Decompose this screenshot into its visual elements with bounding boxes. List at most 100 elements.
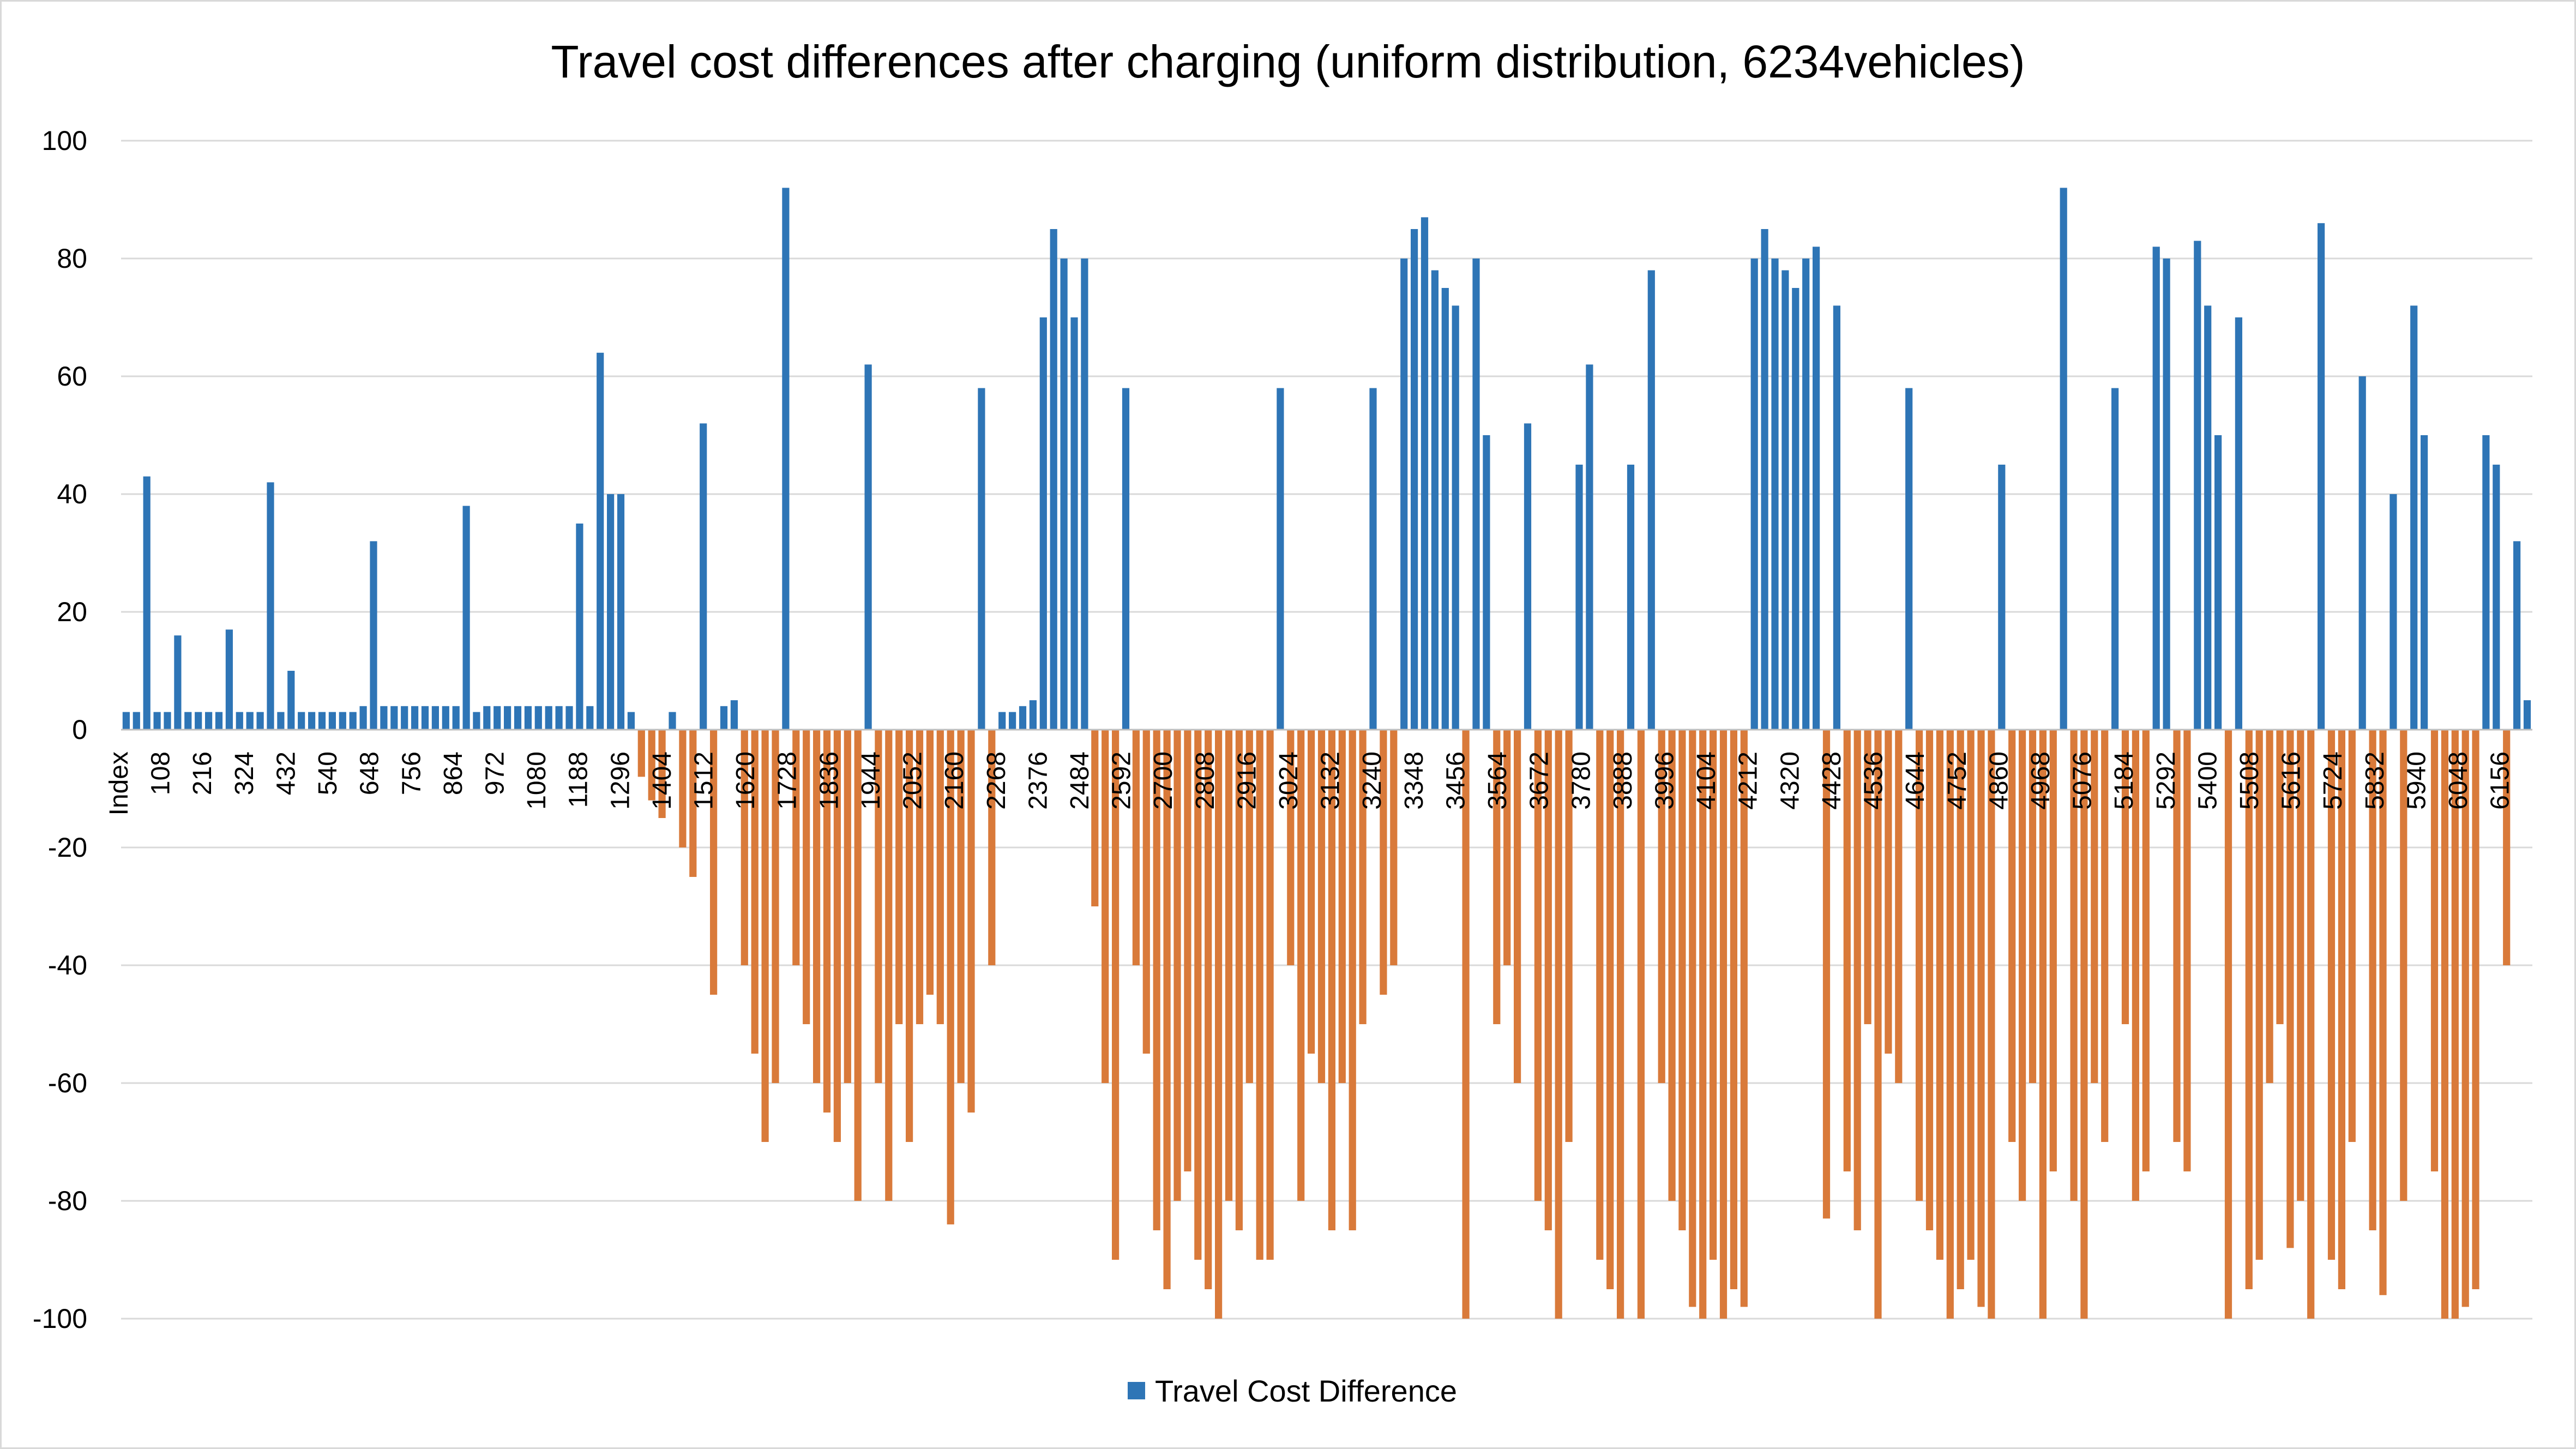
bar [1390,730,1398,965]
bar [534,706,542,730]
bar [988,730,996,965]
bar [2410,305,2418,730]
bar [689,730,697,877]
bar [1843,730,1851,1171]
bar [1070,317,1078,730]
bar [1925,730,1934,1230]
bar [1761,229,1768,730]
bar [1575,465,1583,730]
bar [225,629,233,730]
bar [1957,730,1964,1289]
bar [761,730,769,1142]
bar [401,706,408,730]
x-tick-label: 4320 [1775,751,1804,810]
bar [1689,730,1696,1307]
bar [493,706,501,730]
bar [1173,730,1181,1201]
bar [658,730,666,818]
bar [565,706,573,730]
x-tick-label: 4752 [1943,751,1972,810]
bar [473,712,480,730]
bar [2307,730,2315,1319]
bar [2121,730,2129,1024]
bar [1452,305,1459,730]
bar [1596,730,1604,1260]
bar [1483,435,1490,730]
bar [1946,730,1954,1319]
bar [1297,730,1305,1201]
bar [1349,730,1356,1230]
bar [287,671,295,730]
x-tick-label: 1512 [690,751,719,810]
x-tick-label: 864 [439,751,468,795]
bar [803,730,810,1024]
bar [1885,730,1892,1054]
bar [236,712,243,730]
y-axis-tick-labels: 100 80 60 40 20 0 -20 -40 -60 -80 -100 [33,125,87,1334]
legend-swatch [1128,1382,1145,1399]
bar [349,712,357,730]
bar [1792,288,1799,730]
bar [1750,258,1758,730]
x-tick-label: 2160 [940,751,969,810]
x-tick-label: 4104 [1692,751,1721,810]
bar [1730,730,1737,1289]
x-tick-label: 2052 [899,751,928,810]
x-tick-label: 5508 [2235,751,2264,810]
bar [1699,730,1707,1319]
bar [1091,730,1099,906]
bar [1864,730,1871,1024]
bar [1668,730,1676,1201]
bar [833,730,841,1142]
x-tick-label: 108 [147,751,176,795]
bar [1277,388,1284,730]
bar [926,730,934,995]
bar [967,730,975,1113]
bar [462,506,470,730]
bar [1586,364,1593,730]
bar [936,730,944,1024]
bar [576,524,583,730]
bar [1822,730,1831,1219]
bar [2430,730,2439,1171]
x-axis-tick-labels: Index 108 216 324 432 540 648 756 864 972 1080 1188… [105,751,2515,815]
bar [1740,730,1748,1307]
y-tick-label: -80 [48,1186,87,1216]
bar [1369,388,1377,730]
bar [2214,435,2222,730]
bar [1771,258,1779,730]
bar [298,712,305,730]
bar [1122,388,1130,730]
x-tick-label: Index [105,751,134,815]
bar [1266,730,1274,1260]
bar [2451,730,2459,1319]
bar [1606,730,1614,1289]
bar [1833,305,1840,730]
x-tick-label: 6048 [2444,751,2473,810]
bar [885,730,893,1201]
bar [1194,730,1202,1260]
bar [648,730,655,801]
bar [514,706,522,730]
x-tick-label: 3348 [1400,751,1429,810]
bar [421,706,429,730]
bar [1853,730,1861,1230]
y-tick-label: -20 [48,832,87,863]
bar [256,712,264,730]
bar [998,712,1006,730]
bar [2286,730,2294,1248]
bar [2029,730,2037,1083]
bar [1813,246,1820,730]
bar [1308,730,1315,1054]
bar [2091,730,2098,1083]
x-tick-label: 540 [314,751,342,795]
bar [1245,730,1253,1083]
bar [772,730,779,1083]
bar [2194,241,2201,730]
bar [1380,730,1387,995]
bar [2245,730,2253,1289]
bar [586,706,594,730]
bar [133,712,140,730]
x-tick-label: 5940 [2403,751,2431,810]
